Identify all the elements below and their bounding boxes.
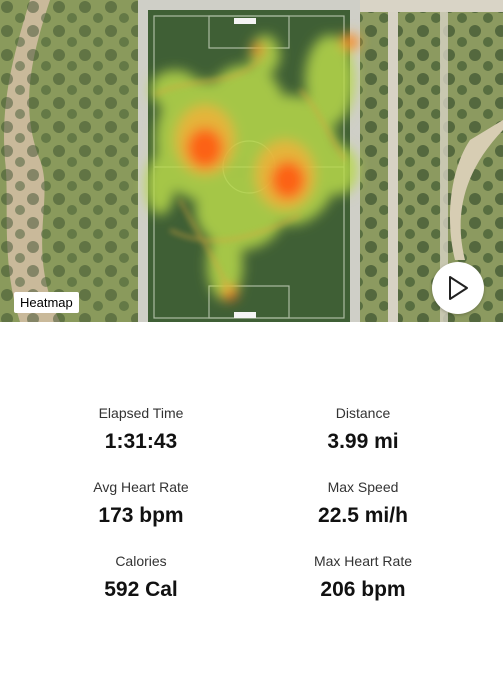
stat-value: 206 bpm	[320, 578, 406, 601]
stat-distance: Distance 3.99 mi	[263, 405, 463, 454]
stat-max-heart-rate: Max Heart Rate 206 bpm	[263, 553, 463, 602]
stat-value: 592 Cal	[104, 578, 178, 601]
stat-calories: Calories 592 Cal	[41, 553, 241, 602]
stat-label: Distance	[335, 405, 391, 421]
play-icon	[449, 276, 468, 300]
stat-max-speed: Max Speed 22.5 mi/h	[263, 479, 463, 528]
satellite-image	[0, 0, 503, 322]
stat-elapsed-time: Elapsed Time 1:31:43	[41, 405, 241, 454]
stat-label: Max Speed	[327, 479, 399, 495]
heatmap-badge: Heatmap	[14, 292, 79, 313]
heatmap-overlay	[145, 33, 360, 301]
stat-label: Calories	[115, 553, 167, 569]
stat-value: 3.99 mi	[327, 430, 399, 453]
stat-value: 22.5 mi/h	[318, 504, 408, 527]
stat-value: 173 bpm	[98, 504, 184, 527]
stat-label: Elapsed Time	[98, 405, 184, 421]
stat-label: Avg Heart Rate	[93, 479, 189, 495]
stat-avg-heart-rate: Avg Heart Rate 173 bpm	[41, 479, 241, 528]
stat-value: 1:31:43	[104, 430, 178, 453]
stat-label: Max Heart Rate	[313, 553, 413, 569]
play-button[interactable]	[432, 262, 484, 314]
heatmap-map[interactable]: Heatmap	[0, 0, 503, 322]
